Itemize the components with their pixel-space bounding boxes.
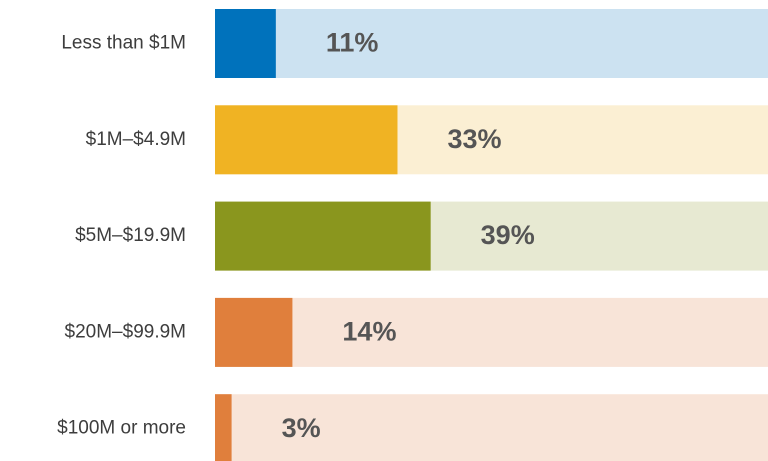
bar: [215, 201, 431, 271]
value-label: 14%: [342, 317, 396, 347]
bar: [215, 297, 293, 367]
bar: [215, 9, 276, 78]
category-label: Less than $1M: [61, 33, 186, 54]
bar-track: [215, 297, 768, 367]
category-label: $5M–$19.9M: [75, 225, 186, 246]
bar: [215, 394, 232, 461]
value-label: 33%: [447, 124, 501, 154]
bar-track: [215, 9, 768, 78]
value-label: 3%: [282, 413, 321, 443]
value-label: 39%: [481, 220, 535, 250]
bar: [215, 105, 398, 175]
category-label: $1M–$4.9M: [86, 129, 186, 150]
bar-track: [215, 394, 768, 461]
category-label: $100M or more: [57, 418, 186, 439]
category-label: $20M–$99.9M: [65, 321, 186, 342]
value-label: 11%: [326, 28, 379, 58]
